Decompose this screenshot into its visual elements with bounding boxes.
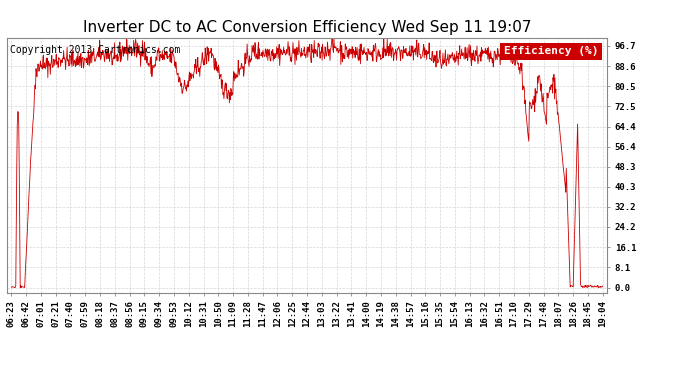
Text: Copyright 2013 Cartronics.com: Copyright 2013 Cartronics.com (10, 45, 180, 55)
Legend: Efficiency (%): Efficiency (%) (500, 43, 602, 60)
Title: Inverter DC to AC Conversion Efficiency Wed Sep 11 19:07: Inverter DC to AC Conversion Efficiency … (83, 20, 531, 35)
